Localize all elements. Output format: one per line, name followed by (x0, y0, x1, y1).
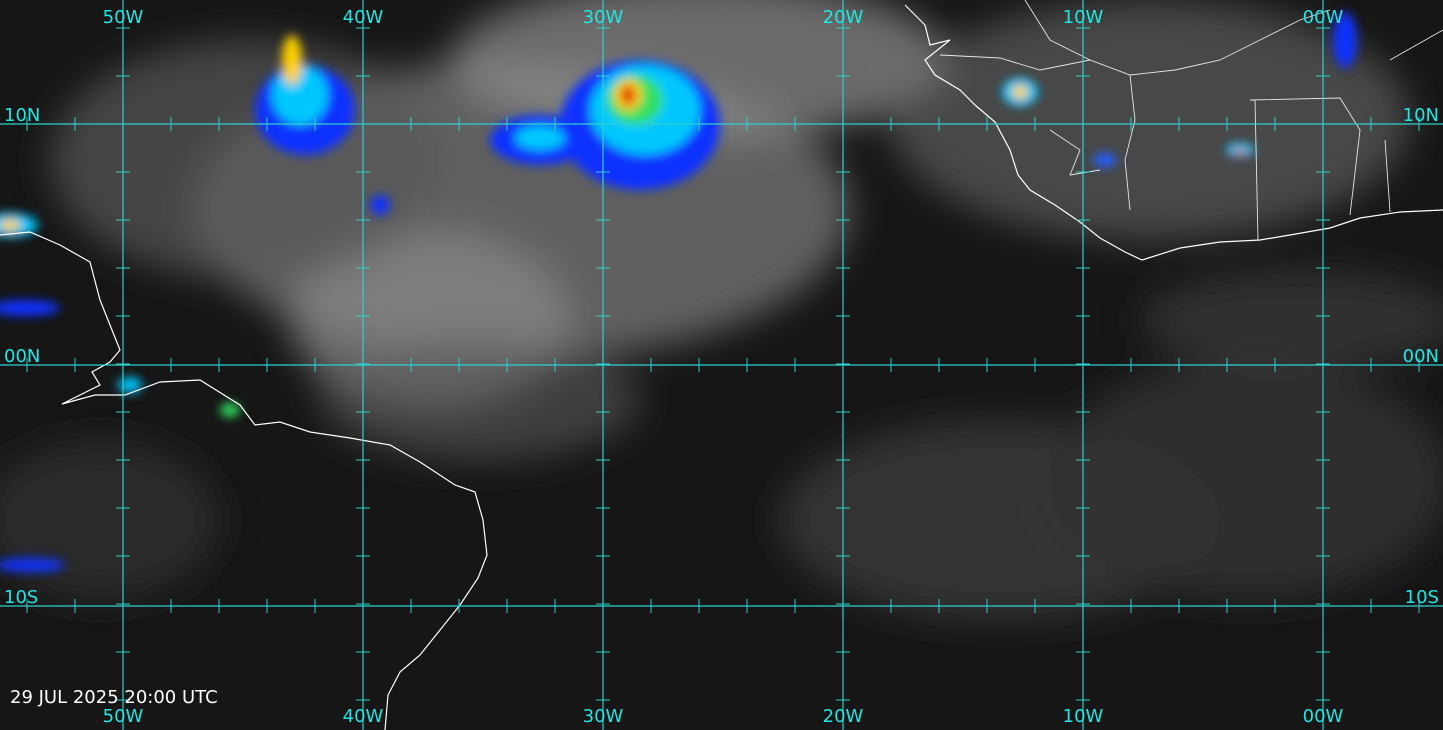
longitude-label: 20W (823, 7, 864, 28)
country-borders (939, 0, 1443, 241)
latitude-label: 10S (4, 587, 38, 608)
latitude-label: 10S (1405, 587, 1439, 608)
longitude-label: 30W (583, 706, 624, 727)
longitude-label: 10W (1063, 706, 1104, 727)
africa-coast (904, 4, 1443, 261)
longitude-label: 30W (583, 7, 624, 28)
longitude-label: 40W (343, 706, 384, 727)
south-america-coast (0, 231, 488, 730)
clouds (0, 0, 1443, 620)
convection (0, 12, 1357, 572)
longitude-label: 50W (103, 7, 144, 28)
longitude-label: 40W (343, 7, 384, 28)
longitude-label: 50W (103, 706, 144, 727)
latitude-label: 10N (1403, 105, 1439, 126)
longitude-label: 20W (823, 706, 864, 727)
timestamp: 29 JUL 2025 20:00 UTC (10, 687, 218, 708)
latitude-label: 10N (4, 105, 40, 126)
longitude-label: 10W (1063, 7, 1104, 28)
latitude-label: 00N (4, 346, 40, 367)
longitude-label: 00W (1303, 7, 1344, 28)
longitude-label: 00W (1303, 706, 1344, 727)
latitude-label: 00N (1403, 346, 1439, 367)
